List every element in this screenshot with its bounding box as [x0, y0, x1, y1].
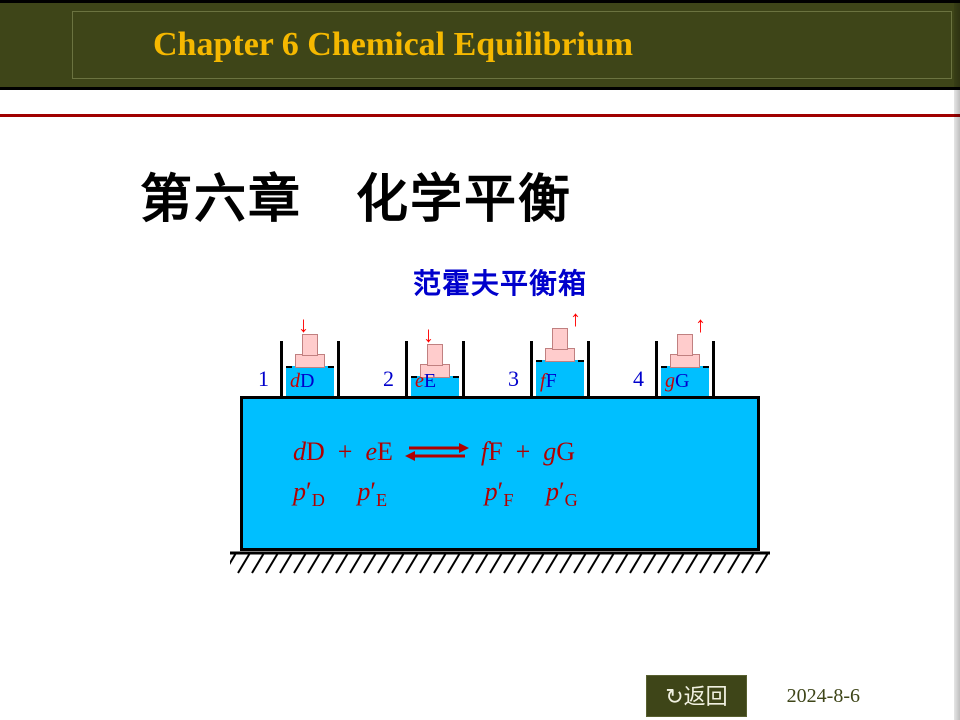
piston-number: 4 — [633, 366, 644, 392]
reaction-equation: dD + eEfF + gG — [293, 437, 727, 469]
piston: ↓2eE — [405, 324, 465, 396]
content-area: 第六章 化学平衡 范霍夫平衡箱 ↓1dD↓2eE↑3fF↑4gG dD + eE… — [0, 117, 960, 602]
piston-number: 3 — [508, 366, 519, 392]
ground-hatching — [230, 551, 770, 581]
return-label: 返回 — [684, 684, 728, 709]
piston: ↑3fF — [530, 324, 590, 396]
chapter-title: Chapter 6 Chemical Equilibrium — [153, 26, 633, 64]
piston: ↑4gG — [655, 324, 715, 396]
header-bar: Chapter 6 Chemical Equilibrium — [0, 0, 960, 90]
return-icon: ↻ — [665, 684, 683, 709]
equilibrium-box-diagram: 范霍夫平衡箱 ↓1dD↓2eE↑3fF↑4gG dD + eEfF + gG p… — [220, 262, 780, 602]
pressure-row: p′D p′E p′F p′G — [293, 477, 727, 511]
diagram-title: 范霍夫平衡箱 — [220, 262, 780, 302]
equilibrium-box: dD + eEfF + gG p′D p′E p′F p′G — [240, 396, 760, 551]
piston-label: fF — [540, 370, 557, 393]
arrow-up-icon: ↑ — [695, 312, 706, 338]
pistons-row: ↓1dD↓2eE↑3fF↑4gG — [220, 306, 780, 396]
piston-label: dD — [290, 370, 314, 393]
footer: ↻返回 2024-8-6 — [646, 672, 960, 720]
header-inner: Chapter 6 Chemical Equilibrium — [72, 11, 952, 79]
arrow-up-icon: ↑ — [570, 306, 581, 332]
piston: ↓1dD — [280, 324, 340, 396]
piston-label: gG — [665, 370, 689, 393]
piston-number: 1 — [258, 366, 269, 392]
arrow-down-icon: ↓ — [298, 312, 309, 338]
page-shadow — [954, 0, 960, 720]
return-button[interactable]: ↻返回 — [646, 675, 746, 717]
piston-number: 2 — [383, 366, 394, 392]
slide-date: 2024-8-6 — [787, 685, 860, 708]
chinese-chapter-title: 第六章 化学平衡 — [140, 157, 860, 232]
arrow-down-icon: ↓ — [423, 322, 434, 348]
piston-label: eE — [415, 370, 436, 393]
